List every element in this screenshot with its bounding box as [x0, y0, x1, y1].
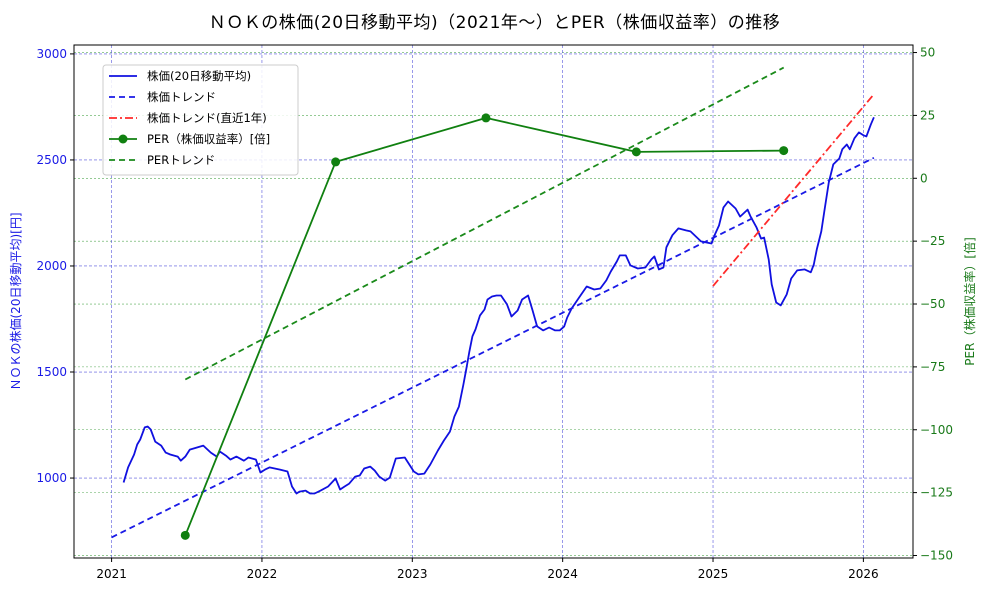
x-tick-label: 2021 — [96, 567, 127, 581]
x-tick-label: 2024 — [547, 567, 578, 581]
y-right-tick-label: −100 — [920, 423, 953, 437]
legend-marker — [118, 134, 128, 144]
per-marker — [180, 530, 190, 540]
y-right-tick-label: −25 — [920, 234, 945, 248]
y-right-tick-label: −75 — [920, 360, 945, 374]
per-marker — [331, 157, 341, 167]
y-left-tick-label: 1500 — [36, 365, 67, 379]
legend-label: PER（株価収益率）[倍] — [147, 132, 270, 146]
price-trend-line — [111, 156, 875, 539]
y-right-tick-label: 50 — [920, 46, 935, 60]
price-line — [122, 116, 875, 495]
y-left-tick-label: 2000 — [36, 259, 67, 273]
plot-frame — [73, 44, 914, 559]
y-left-tick-label: 3000 — [36, 47, 67, 61]
legend-label: 株価(20日移動平均) — [147, 69, 251, 83]
y-left-tick-label: 2500 — [36, 153, 67, 167]
chart-title: ＮＯＫの株価(20日移動平均)（2021年〜）とPER（株価収益率）の推移 — [208, 13, 781, 33]
x-tick-label: 2026 — [848, 567, 879, 581]
legend-box — [102, 64, 299, 176]
price-trend-recent-line — [712, 93, 875, 287]
y-left-tick-label: 1000 — [36, 471, 67, 485]
y-right-tick-label: −50 — [920, 297, 945, 311]
y-right-tick-label: −150 — [920, 548, 953, 562]
y-left-axis-label: ＮＯＫの株価(20日移動平均)[円] — [8, 213, 23, 391]
per-trend-line — [184, 66, 785, 381]
x-tick-label: 2023 — [397, 567, 428, 581]
legend-label: PERトレンド — [147, 153, 215, 167]
x-tick-label: 2022 — [247, 567, 278, 581]
per-marker — [631, 147, 641, 157]
y-right-tick-label: 25 — [920, 108, 935, 122]
per-marker — [481, 113, 491, 123]
x-tick-label: 2025 — [698, 567, 729, 581]
per-marker — [779, 146, 789, 156]
legend-label: 株価トレンド — [147, 90, 216, 104]
y-right-tick-label: 0 — [920, 171, 928, 185]
y-right-tick-label: −125 — [920, 486, 953, 500]
y-right-axis-label: PER（株価収益率）[倍] — [962, 237, 977, 366]
legend-label: 株価トレンド(直近1年) — [147, 111, 267, 125]
per-line — [184, 117, 784, 536]
